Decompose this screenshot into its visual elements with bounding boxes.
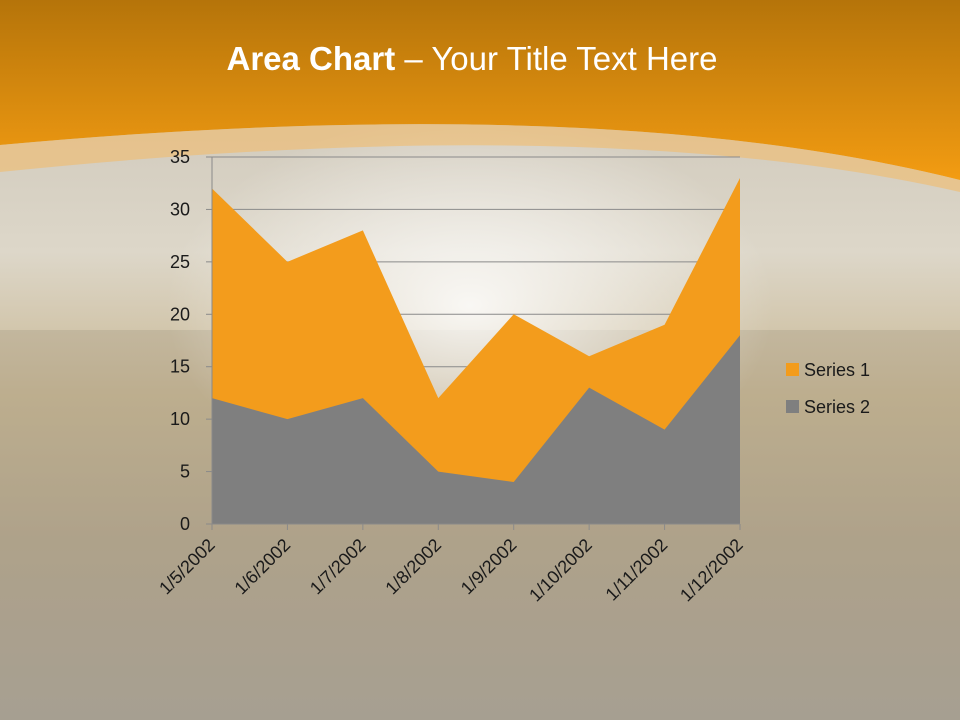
title-bold: Area Chart: [226, 40, 396, 77]
y-tick-label: 25: [170, 252, 190, 272]
x-tick-label: 1/7/2002: [306, 535, 370, 599]
legend-label-series-1: Series 1: [804, 360, 870, 380]
y-tick-label: 35: [170, 147, 190, 167]
x-tick-label: 1/6/2002: [231, 535, 295, 599]
x-tick-label: 1/5/2002: [155, 535, 219, 599]
slide-title: Area Chart – Your Title Text Here: [0, 40, 944, 78]
x-tick-label: 1/9/2002: [457, 535, 521, 599]
y-tick-label: 20: [170, 304, 190, 324]
y-tick-label: 15: [170, 357, 190, 377]
y-tick-label: 10: [170, 409, 190, 429]
legend-swatch-series-2: [786, 400, 799, 413]
y-tick-label: 30: [170, 199, 190, 219]
orange-banner: [0, 0, 960, 180]
y-tick-label: 0: [180, 514, 190, 534]
y-tick-label: 5: [180, 462, 190, 482]
x-tick-label: 1/10/2002: [525, 535, 596, 606]
x-tick-label: 1/8/2002: [381, 535, 445, 599]
area-series-2: [212, 335, 740, 524]
x-tick-label: 1/12/2002: [676, 535, 747, 606]
legend-swatch-series-1: [786, 363, 799, 376]
x-tick-label: 1/11/2002: [602, 535, 672, 605]
legend-label-series-2: Series 2: [804, 397, 870, 417]
title-rest: – Your Title Text Here: [395, 40, 718, 77]
